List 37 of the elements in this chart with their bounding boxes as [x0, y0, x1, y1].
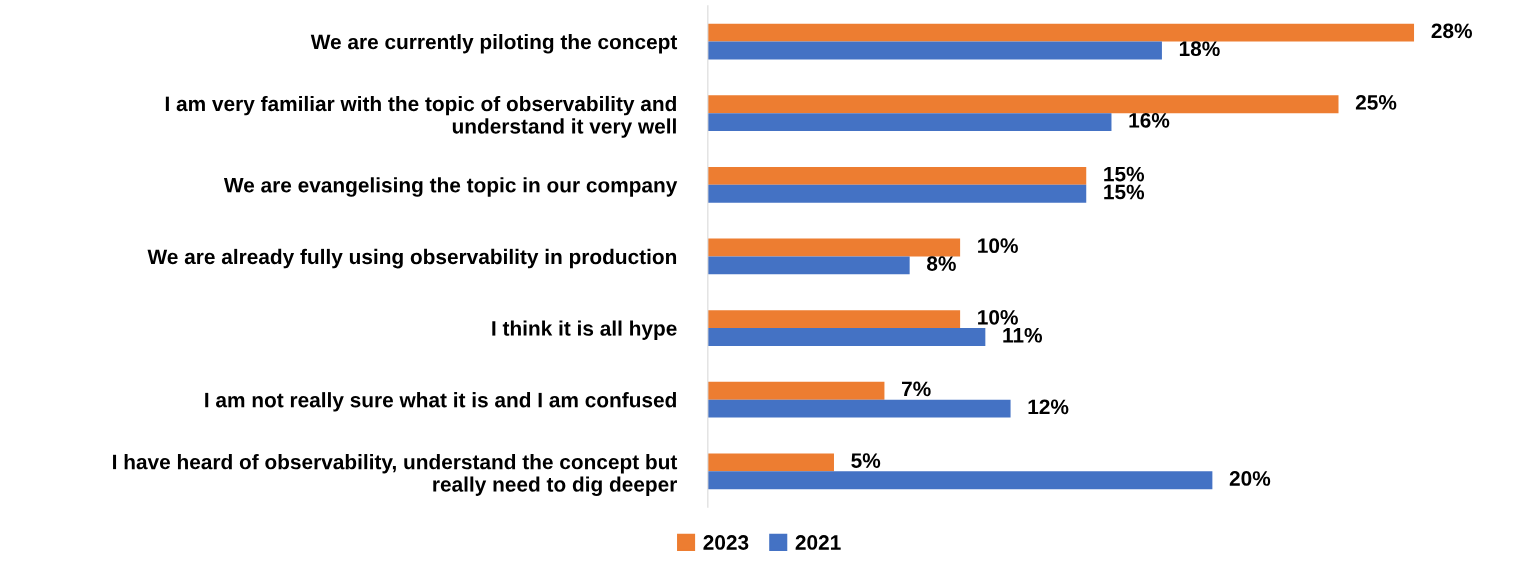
- y-tick-label: We are currently piloting the concept: [310, 33, 678, 54]
- data-label: 10%: [978, 309, 1018, 325]
- bar: [707, 166, 1087, 185]
- data-label: 10%: [978, 238, 1018, 254]
- y-tick-label: I have heard of observability, understand the concept but really need to dig deeper: [113, 454, 678, 496]
- data-label: 20%: [1229, 471, 1271, 486]
- data-label: 5%: [851, 453, 881, 468]
- bar: [707, 23, 1415, 42]
- bar: [707, 328, 986, 346]
- bar: [707, 381, 885, 400]
- legend-label: 2021: [795, 535, 841, 550]
- bar: [707, 113, 1112, 132]
- data-label: 12%: [1028, 399, 1069, 415]
- bar: [707, 238, 961, 257]
- bar: [707, 256, 910, 275]
- bar: [707, 471, 1213, 490]
- bar: [707, 184, 1087, 203]
- data-label: 16%: [1129, 112, 1170, 128]
- data-label: 7%: [902, 381, 931, 397]
- bar: [707, 453, 834, 472]
- y-tick-label: I am very familiar with the topic of observability and understand it very well: [165, 95, 676, 138]
- data-label: 8%: [926, 256, 956, 271]
- data-label: 18%: [1179, 41, 1220, 57]
- data-label: 28%: [1431, 23, 1472, 39]
- legend-label: 2023: [703, 535, 749, 550]
- data-label: 15%: [1104, 184, 1145, 200]
- bar: [707, 95, 1339, 114]
- bar: [707, 41, 1162, 60]
- bar: [707, 399, 1011, 418]
- y-tick-label: We are evangelising the topic in our company: [223, 177, 678, 197]
- data-label: 15%: [1104, 166, 1145, 182]
- y-tick-label: I think it is all hype: [492, 320, 677, 340]
- bar: [707, 310, 961, 329]
- data-label: 25%: [1355, 95, 1397, 110]
- data-label: 11%: [1003, 327, 1043, 343]
- y-tick-label: We are already fully using observability in production: [147, 248, 677, 269]
- y-tick-label: I am not really sure what it is and I am confused: [205, 392, 676, 412]
